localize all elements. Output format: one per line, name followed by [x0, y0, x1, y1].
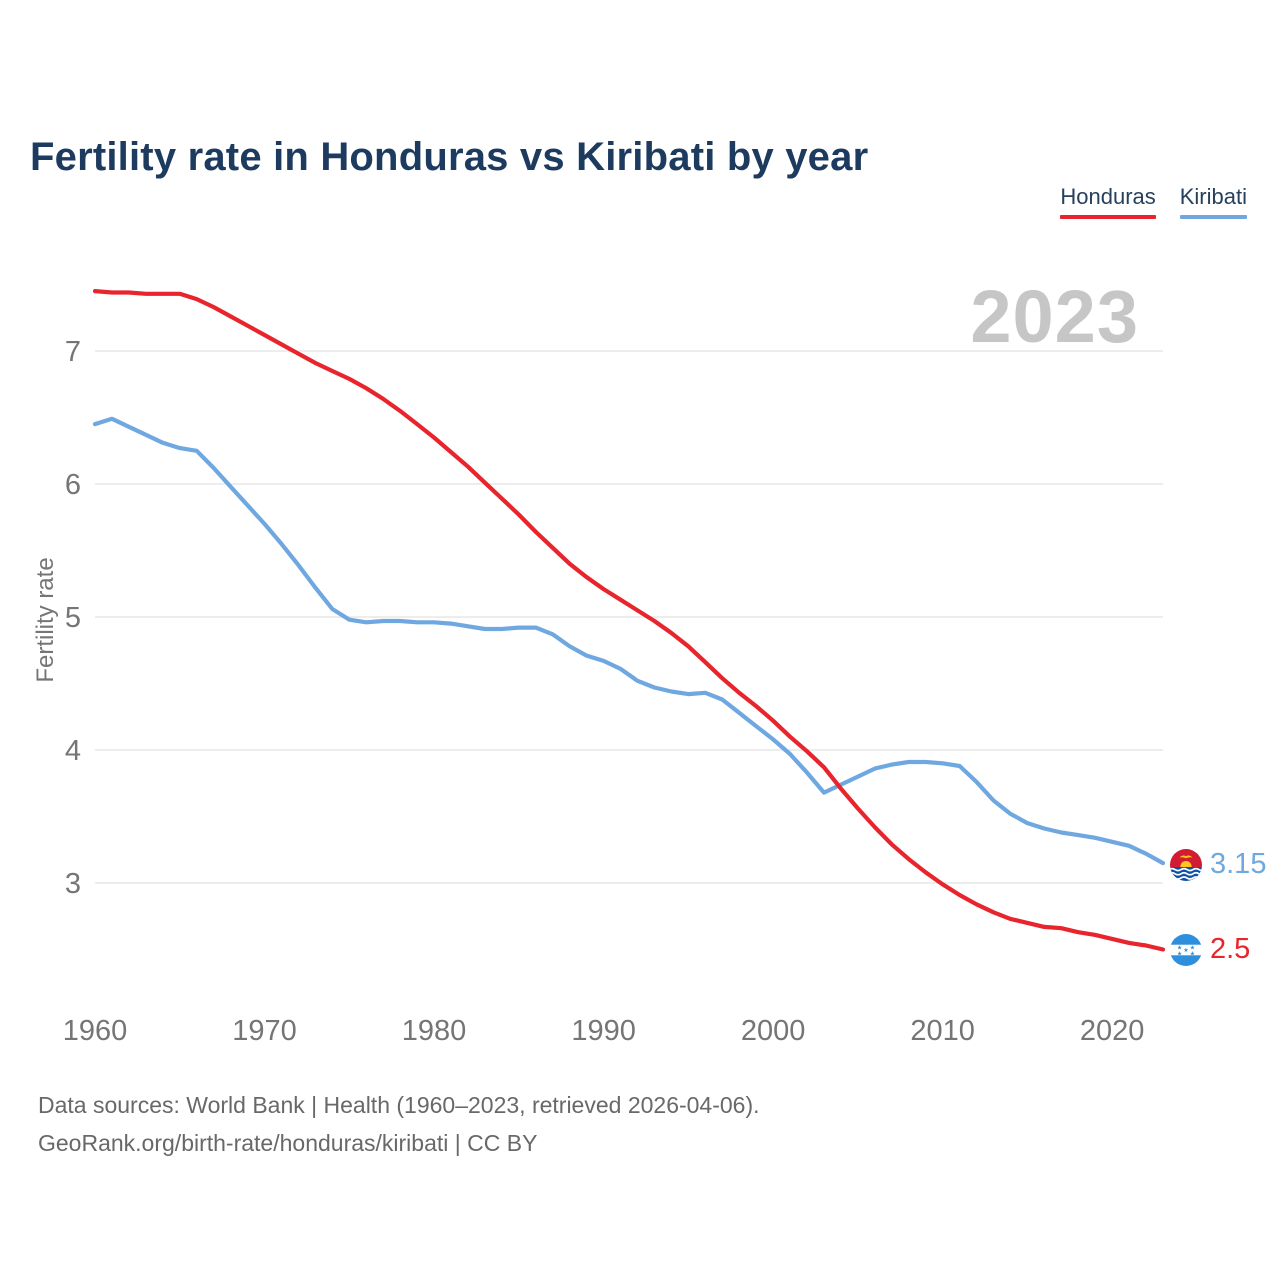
x-tick-1970: 1970 — [232, 1015, 297, 1047]
svg-text:★: ★ — [1190, 944, 1195, 951]
svg-text:★: ★ — [1183, 947, 1188, 954]
page-title: Fertility rate in Honduras vs Kiribati b… — [30, 134, 869, 179]
kiribati-flag-icon — [1170, 848, 1202, 881]
legend-label-kiribati: Kiribati — [1179, 184, 1247, 209]
series-line-honduras — [92, 289, 1166, 952]
svg-text:★: ★ — [1177, 944, 1182, 951]
svg-text:★: ★ — [1190, 950, 1195, 957]
x-tick-1990: 1990 — [571, 1015, 636, 1047]
legend-item-honduras[interactable]: Honduras — [1060, 184, 1156, 219]
svg-text:★: ★ — [1177, 950, 1182, 957]
kiribati-end-value: 3.15 — [1210, 848, 1267, 880]
source-line-2: GeoRank.org/birth-rate/honduras/kiribati… — [38, 1130, 538, 1156]
y-tick-5: 5 — [65, 602, 81, 634]
honduras-flag-icon: ★ ★ ★ ★ ★ — [1170, 933, 1202, 966]
legend-item-kiribati[interactable]: Kiribati — [1179, 184, 1247, 219]
x-tick-1960: 1960 — [63, 1015, 128, 1047]
series-end-label-kiribati: 3.15 — [1170, 848, 1266, 881]
y-tick-6: 6 — [65, 469, 81, 501]
y-tick-3: 3 — [65, 868, 81, 900]
y-tick-4: 4 — [65, 735, 81, 767]
legend: Honduras Kiribati — [1060, 184, 1247, 219]
series-end-label-honduras: ★ ★ ★ ★ ★ 2.5 — [1170, 933, 1250, 966]
x-tick-2000: 2000 — [741, 1015, 806, 1047]
y-tick-7: 7 — [65, 336, 81, 368]
y-axis-title: Fertility rate — [32, 557, 59, 683]
series-line-kiribati — [92, 416, 1166, 866]
source-caption: Data sources: World Bank | Health (1960–… — [38, 1086, 760, 1162]
honduras-end-value: 2.5 — [1210, 933, 1251, 965]
legend-label-honduras: Honduras — [1060, 184, 1156, 209]
watermark-year: 2023 — [970, 275, 1139, 358]
x-tick-2020: 2020 — [1080, 1015, 1145, 1047]
x-tick-1980: 1980 — [402, 1015, 467, 1047]
x-tick-2010: 2010 — [910, 1015, 975, 1047]
legend-color-bar-honduras — [1060, 215, 1156, 219]
source-line-1: Data sources: World Bank | Health (1960–… — [38, 1092, 760, 1118]
legend-color-bar-kiribati — [1179, 215, 1247, 219]
